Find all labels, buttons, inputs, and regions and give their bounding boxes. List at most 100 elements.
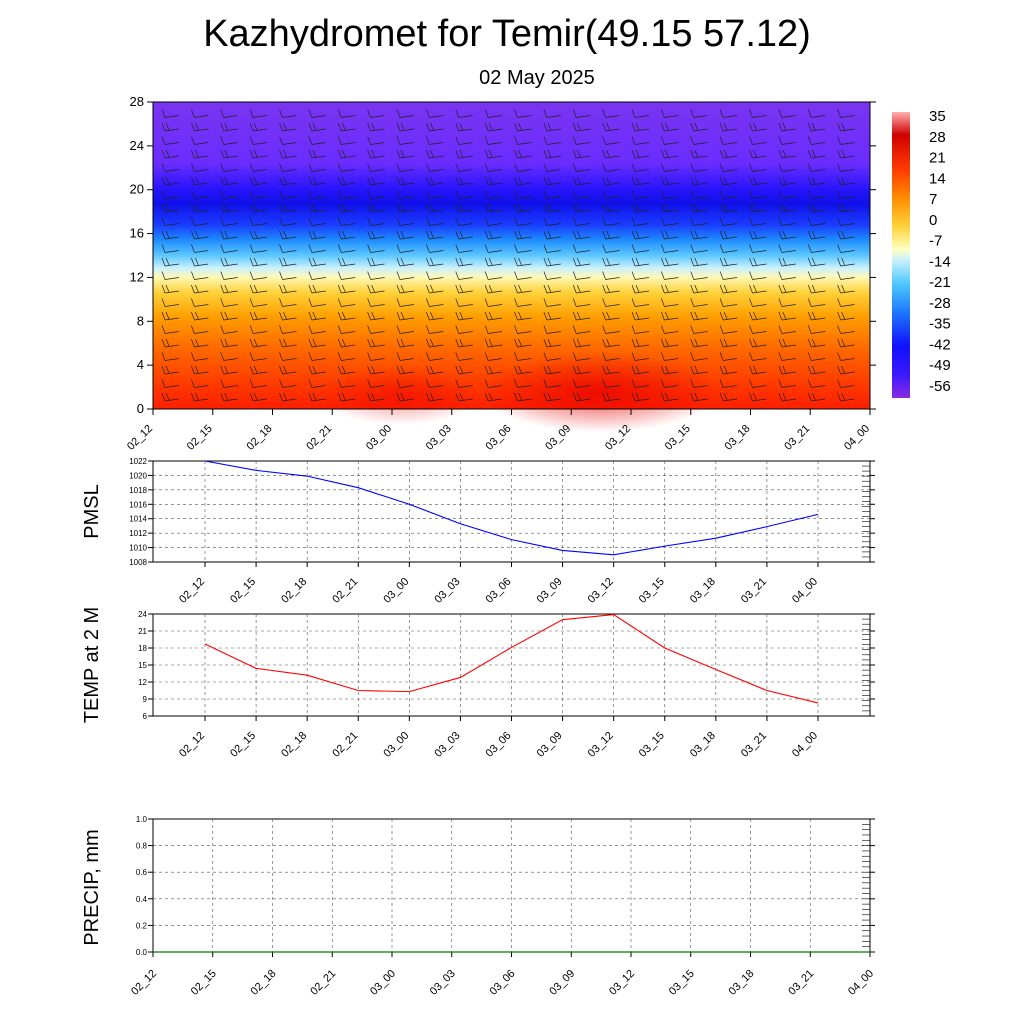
wind-barb-staff bbox=[634, 398, 650, 402]
wind-barb-staff bbox=[517, 398, 532, 402]
wind-barb-feather bbox=[631, 352, 636, 361]
wind-barb-feather bbox=[220, 284, 225, 294]
wind-barb-feather bbox=[249, 298, 254, 307]
wind-barb-feather bbox=[165, 203, 170, 212]
wind-barb-staff bbox=[693, 344, 708, 348]
x-tick-label: 03_03 bbox=[432, 730, 462, 760]
wind-barb-staff bbox=[429, 196, 444, 199]
wind-barb-feather bbox=[195, 230, 199, 239]
wind-barb-staff bbox=[164, 344, 180, 348]
wind-barb-feather bbox=[547, 257, 552, 266]
wind-barb-staff bbox=[811, 223, 826, 226]
wind-barb-staff bbox=[399, 223, 415, 226]
wind-barb-feather bbox=[749, 149, 753, 159]
wind-barb-feather bbox=[308, 244, 313, 253]
wind-barb-feather bbox=[690, 149, 695, 159]
wind-barb-staff bbox=[546, 209, 561, 213]
wind-barb-feather bbox=[165, 149, 170, 158]
wind-barb-staff bbox=[341, 223, 356, 226]
wind-barb-feather bbox=[631, 163, 636, 172]
colorbar-label: -35 bbox=[929, 316, 951, 333]
colorbar: 35 28 21 14 7 0 -7 -14 -21 -28 -35 -42 -49 -56 bbox=[892, 108, 951, 398]
wind-barb-feather bbox=[191, 136, 195, 145]
wind-barb-feather bbox=[224, 176, 229, 185]
wind-barb-staff bbox=[458, 155, 473, 159]
x-tick-label: 03_15 bbox=[667, 968, 697, 998]
wind-barb-feather bbox=[400, 149, 405, 158]
wind-barb-staff bbox=[223, 358, 238, 361]
wind-barb-staff bbox=[517, 196, 532, 199]
wind-barb-feather bbox=[778, 244, 783, 253]
wind-barb-feather bbox=[195, 338, 199, 347]
wind-barb-staff bbox=[253, 358, 268, 361]
x-tick-label: 03_18 bbox=[727, 968, 757, 998]
wind-barb-staff bbox=[605, 115, 620, 118]
wind-barb-feather bbox=[367, 163, 371, 172]
wind-barb-feather bbox=[518, 122, 522, 131]
wind-barb-staff bbox=[488, 358, 503, 361]
wind-barb-feather bbox=[191, 311, 195, 321]
wind-barb-feather bbox=[782, 284, 787, 293]
wind-barb-feather bbox=[749, 203, 753, 213]
wind-barb-feather bbox=[459, 230, 464, 239]
wind-barb-feather bbox=[543, 244, 548, 253]
wind-barb-feather bbox=[778, 122, 783, 132]
wind-barb-staff bbox=[517, 142, 532, 145]
wind-barb-staff bbox=[781, 385, 796, 388]
wind-barb-staff bbox=[282, 223, 297, 226]
wind-barb-feather bbox=[484, 284, 489, 294]
wind-barb-feather bbox=[220, 203, 225, 213]
wind-barb-feather bbox=[602, 203, 606, 213]
wind-barb-feather bbox=[631, 271, 636, 280]
wind-barb-staff bbox=[399, 182, 415, 186]
wind-barb-staff bbox=[723, 290, 738, 294]
wind-barb-feather bbox=[606, 203, 610, 212]
wind-barb-feather bbox=[837, 379, 841, 388]
wind-barb-feather bbox=[459, 284, 464, 293]
wind-barb-feather bbox=[396, 149, 401, 159]
wind-barb-feather bbox=[312, 338, 317, 347]
wind-barb-feather bbox=[807, 392, 812, 402]
wind-barb-feather bbox=[576, 149, 581, 158]
wind-barb-feather bbox=[837, 392, 841, 402]
wind-barb-feather bbox=[543, 311, 548, 321]
heatmap-x-tick-label: 03_18 bbox=[723, 423, 753, 453]
wind-barb-feather bbox=[543, 190, 548, 199]
wind-barb-staff bbox=[370, 263, 385, 267]
wind-barb-feather bbox=[749, 176, 753, 186]
wind-barb-staff bbox=[840, 331, 855, 334]
wind-barb-staff bbox=[223, 115, 238, 118]
wind-barb-staff bbox=[282, 196, 297, 199]
wind-barb-staff bbox=[634, 277, 650, 280]
wind-barb-staff bbox=[194, 371, 209, 375]
x-tick-label: 03_15 bbox=[637, 730, 667, 760]
wind-barb-feather bbox=[341, 122, 346, 131]
wind-barb-feather bbox=[719, 311, 724, 321]
wind-barb-staff bbox=[253, 209, 268, 213]
wind-barb-staff bbox=[664, 263, 679, 267]
wind-barb-feather bbox=[367, 217, 371, 226]
wind-barb-staff bbox=[517, 317, 532, 321]
wind-barb-feather bbox=[749, 230, 753, 240]
wind-barb-staff bbox=[752, 398, 767, 402]
wind-barb-feather bbox=[811, 392, 816, 401]
wind-barb-feather bbox=[191, 149, 195, 159]
wind-barb-feather bbox=[778, 298, 783, 307]
wind-barb-staff bbox=[517, 250, 532, 253]
wind-barb-staff bbox=[517, 236, 532, 240]
wind-barb-feather bbox=[426, 365, 430, 375]
wind-barb-feather bbox=[602, 257, 606, 267]
wind-barb-feather bbox=[753, 149, 757, 158]
wind-barb-feather bbox=[191, 257, 195, 267]
colorbar-label: -49 bbox=[929, 357, 951, 374]
wind-barb-feather bbox=[488, 122, 493, 131]
wind-barb-staff bbox=[781, 263, 796, 267]
colorbar-label: -14 bbox=[929, 253, 951, 270]
wind-barb-feather bbox=[220, 271, 225, 280]
wind-barb-feather bbox=[191, 122, 195, 132]
wind-barb-staff bbox=[282, 115, 297, 118]
heatmap-warm-core bbox=[480, 352, 720, 432]
wind-barb-feather bbox=[719, 338, 724, 348]
wind-barb-feather bbox=[606, 257, 610, 266]
wind-barb-feather bbox=[635, 122, 640, 131]
